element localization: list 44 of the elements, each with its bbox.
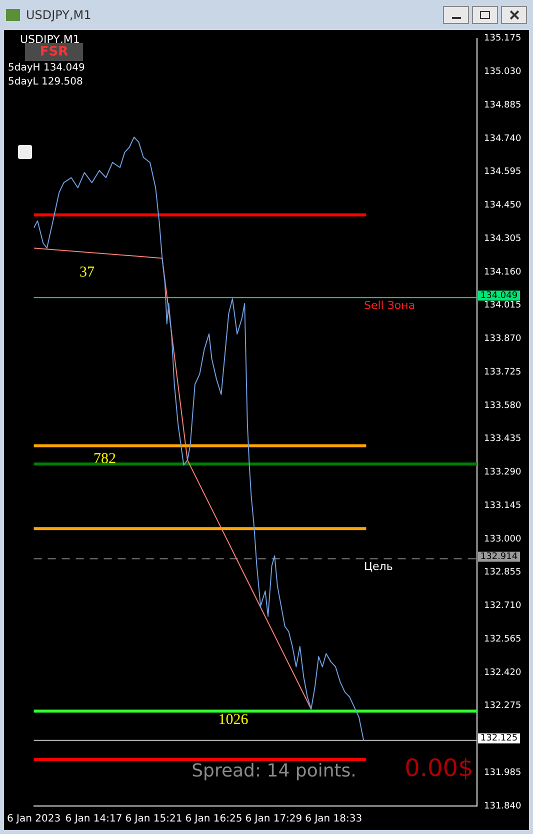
x-tick-label: 6 Jan 16:25 — [185, 814, 242, 825]
text: 132.914 — [480, 552, 518, 562]
ref-line-label: Sell Зона — [364, 298, 416, 312]
y-tick-label: 132.710 — [484, 601, 522, 612]
x-tick-label: 6 Jan 18:33 — [305, 814, 362, 825]
annotation: FSR — [40, 44, 68, 60]
annotation: USDJPY,M1 — [20, 32, 80, 46]
chart-title: USDJPY,M1 — [26, 8, 92, 22]
x-tick-label: 6 Jan 14:17 — [65, 814, 122, 825]
x-tick-label: 6 Jan 17:29 — [245, 814, 302, 825]
y-tick-label: 135.175 — [484, 34, 522, 44]
y-tick-label: 132.855 — [484, 568, 522, 578]
y-tick-label: 132.420 — [484, 668, 522, 678]
y-tick-label: 134.595 — [484, 167, 522, 178]
y-tick-label: 134.160 — [484, 267, 522, 278]
y-tick-label: 134.740 — [484, 134, 522, 144]
y-tick-label: 133.290 — [484, 468, 522, 478]
y-tick-label: 134.015 — [484, 300, 522, 311]
annotation: 1026 — [218, 712, 249, 728]
annotation: 0.00$ — [404, 754, 474, 782]
y-tick-label: 131.840 — [484, 801, 522, 812]
y-tick-label: 133.000 — [484, 534, 522, 544]
y-tick-label: 133.870 — [484, 334, 522, 344]
annotation: 5dayH 134.049 — [8, 62, 85, 74]
annotation: 5dayL 129.508 — [8, 76, 83, 88]
x-tick-label: 6 Jan 15:21 — [125, 814, 182, 825]
y-tick-label: 131.985 — [484, 768, 522, 778]
y-tick-label: 133.435 — [484, 434, 522, 444]
y-tick-label: 132.275 — [484, 701, 522, 712]
y-tick-label: 134.305 — [484, 234, 522, 244]
text: 134.049 — [480, 290, 518, 301]
x-tick-label: 6 Jan 2023 — [6, 814, 61, 825]
annotation: Spread: 14 points. — [192, 760, 356, 782]
annotation: 782 — [93, 450, 116, 467]
annotation: 37 — [79, 264, 95, 280]
y-tick-label: 133.145 — [484, 500, 522, 511]
text: 132.125 — [480, 734, 518, 744]
y-tick-label: 133.580 — [484, 400, 522, 411]
y-tick-label: 134.450 — [484, 200, 522, 211]
ref-line-label: Цель — [364, 560, 393, 574]
y-tick-label: 134.885 — [484, 100, 522, 110]
y-tick-label: 133.725 — [484, 367, 522, 378]
y-tick-label: 132.565 — [484, 634, 522, 644]
y-tick-label: 135.030 — [484, 67, 522, 78]
